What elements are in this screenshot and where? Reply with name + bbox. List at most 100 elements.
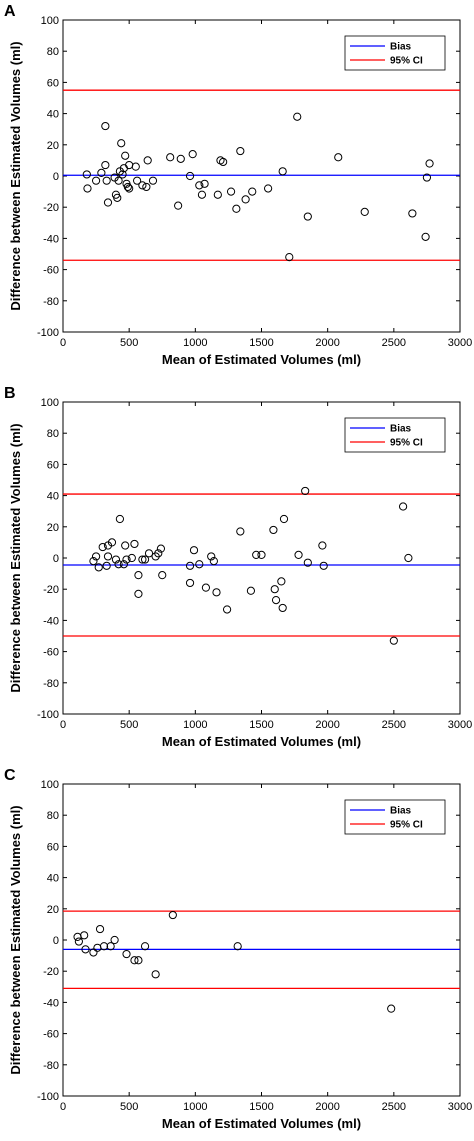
legend: Bias 95% CI [344, 35, 446, 71]
y-tick-label: 40 [47, 491, 59, 503]
data-point [176, 154, 185, 163]
x-tick-label: 1000 [183, 719, 207, 731]
x-tick-label: 0 [60, 337, 66, 349]
data-point [106, 942, 115, 951]
data-point [389, 636, 398, 645]
x-tick-label: 2500 [382, 337, 406, 349]
panel-letter: B [4, 385, 16, 402]
data-point [142, 182, 151, 192]
y-tick-label: 60 [47, 77, 59, 89]
data-point [74, 937, 83, 946]
y-tick-label: 40 [47, 873, 59, 885]
data-point [114, 176, 123, 185]
x-tick-label: 500 [120, 1101, 138, 1113]
data-point [99, 942, 109, 951]
y-tick-label: 0 [53, 553, 59, 565]
data-point [114, 560, 123, 569]
data-point [130, 539, 139, 549]
data-point [81, 945, 90, 954]
data-point [154, 549, 163, 558]
data-point [168, 910, 177, 920]
y-tick-label: 100 [41, 15, 59, 27]
data-point [138, 181, 147, 190]
y-tick-label: -100 [37, 709, 59, 721]
panel-a: A0 500 1000 1500 2000 2500 3000-100-80-60-40-2… [4, 3, 472, 367]
data-point [103, 198, 113, 207]
data-point [185, 171, 195, 181]
legend-box [344, 35, 446, 71]
data-point [125, 184, 134, 193]
legend: Bias 95% CI [344, 417, 446, 453]
y-tick-label: 20 [47, 904, 59, 916]
data-point [185, 578, 195, 588]
x-axis-label: Mean of Estimated Volumes (ml) [162, 1116, 361, 1131]
y-tick-label: -40 [43, 233, 59, 245]
data-point [134, 589, 143, 598]
y-tick-label: -20 [43, 584, 59, 596]
y-tick-label: -80 [43, 296, 59, 308]
data-point [101, 121, 110, 131]
data-point [143, 156, 152, 165]
data-point [232, 204, 241, 213]
panel-letter: A [4, 3, 16, 20]
y-tick-label: -20 [43, 202, 59, 214]
y-tick-label: 40 [47, 109, 59, 121]
data-point [285, 253, 294, 262]
data-point [151, 970, 160, 979]
data-point [125, 160, 134, 170]
data-point [123, 182, 132, 192]
legend: Bias 95% CI [344, 799, 446, 835]
y-axis-label: Difference between Estimated Volumes (ml… [8, 423, 23, 692]
legend-label: 95% CI [390, 820, 423, 831]
y-tick-label: 0 [53, 935, 59, 947]
x-tick-label: 3000 [448, 719, 472, 731]
data-point [303, 212, 312, 221]
y-tick-label: 60 [47, 459, 59, 471]
data-point [200, 179, 209, 188]
x-axis-label: Mean of Estimated Volumes (ml) [162, 352, 361, 367]
data-point [121, 151, 130, 160]
x-tick-label: 0 [60, 719, 66, 731]
panel-letter: C [4, 767, 16, 784]
data-point [133, 176, 142, 185]
data-point [156, 544, 166, 553]
data-point [131, 162, 140, 171]
y-tick-label: 60 [47, 841, 59, 853]
y-tick-label: 0 [53, 171, 59, 183]
y-tick-label: -80 [43, 1060, 59, 1072]
y-tick-label: 20 [47, 140, 59, 152]
data-point [201, 583, 211, 592]
data-point [127, 553, 136, 563]
data-point [102, 561, 111, 570]
data-point [111, 555, 121, 564]
legend-label: 95% CI [390, 438, 423, 449]
data-point [241, 195, 250, 204]
legend-label: 95% CI [390, 56, 423, 67]
x-tick-label: 2000 [315, 1101, 339, 1113]
data-point [83, 184, 92, 193]
data-point [257, 550, 266, 559]
data-point [91, 552, 101, 561]
data-point [189, 546, 199, 555]
y-tick-label: 20 [47, 522, 59, 534]
x-tick-label: 3000 [448, 1101, 472, 1113]
panel-c: C0 500 1000 1500 2000 2500 3000-100-80-60-40-2… [4, 767, 472, 1131]
data-point [278, 603, 287, 613]
x-tick-label: 3000 [448, 337, 472, 349]
data-point [118, 170, 127, 179]
y-tick-label: 80 [47, 428, 59, 440]
data-point [233, 942, 242, 951]
data-point [248, 187, 257, 196]
y-tick-label: 100 [41, 397, 59, 409]
data-point [89, 948, 98, 957]
data-point [93, 943, 102, 952]
y-tick-label: -40 [43, 615, 59, 627]
data-point [398, 502, 408, 511]
data-point [174, 201, 183, 210]
data-point [130, 956, 139, 965]
data-point [134, 571, 143, 580]
data-point [252, 550, 261, 559]
data-point [219, 157, 228, 167]
data-point [213, 190, 222, 199]
